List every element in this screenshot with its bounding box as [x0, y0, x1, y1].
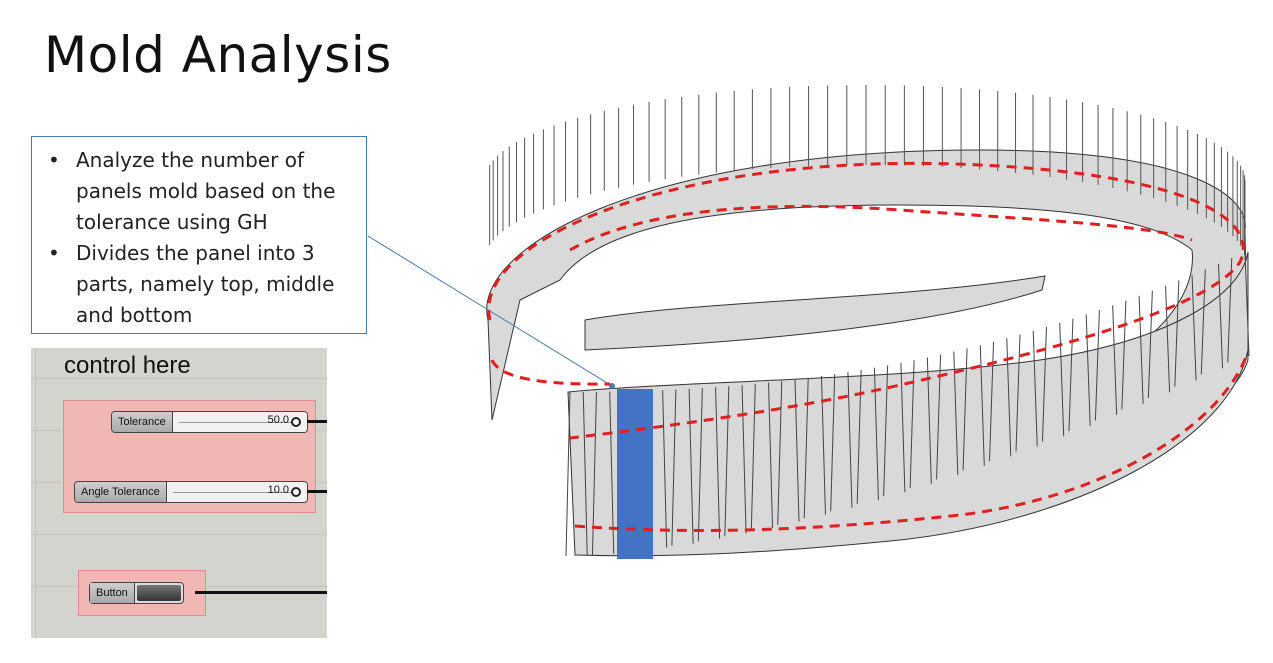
panel-edge — [1138, 295, 1144, 404]
panel-edge — [1094, 309, 1100, 421]
panel-edge — [671, 389, 677, 546]
panel-edge — [741, 385, 747, 534]
panel-edge — [1041, 326, 1047, 442]
panel-edge — [724, 386, 730, 537]
button-wire — [195, 591, 327, 594]
panel-edge — [688, 388, 694, 544]
control-label: control here — [64, 352, 191, 379]
panel-edge — [697, 388, 703, 542]
panel-edge — [830, 374, 836, 512]
angle-tolerance-slider-label: Angle Tolerance — [75, 482, 167, 502]
panel-edge — [582, 391, 588, 556]
panel-edge — [803, 377, 809, 519]
angle-tolerance-wire — [307, 490, 327, 493]
bullet-analyze: Analyze the number of panels mold based … — [42, 145, 356, 238]
panel-edge — [1121, 300, 1127, 410]
ring-tail-strip — [584, 275, 1046, 351]
angle-tolerance-slider-track[interactable]: 10.0 — [166, 482, 307, 502]
page-title: Mold Analysis — [44, 26, 392, 84]
lower-dashed-line — [490, 359, 611, 386]
panel-edge — [847, 372, 853, 508]
gh-button-label: Button — [90, 583, 135, 603]
gh-button-pad[interactable] — [136, 585, 181, 601]
panel-edge — [1147, 290, 1153, 399]
notes-box: Analyze the number of panels mold based … — [31, 136, 367, 334]
panel-edge — [820, 376, 826, 515]
highlighted-panel — [617, 389, 653, 559]
tolerance-value: 50.0 — [267, 414, 289, 426]
gh-button[interactable]: Button — [89, 582, 184, 604]
panel-strips — [486, 85, 1250, 557]
panel-edge — [900, 362, 906, 493]
tolerance-slider-label: Tolerance — [112, 412, 173, 432]
panel-edge — [1244, 251, 1250, 357]
bullet-divide: Divides the panel into 3 parts, namely t… — [42, 238, 356, 331]
panel-edge — [777, 381, 783, 525]
panel-edge — [768, 382, 774, 528]
angle-tolerance-value: 10.0 — [267, 484, 289, 496]
tolerance-slider[interactable]: Tolerance 50.0 — [111, 411, 308, 433]
panel-edge — [1032, 330, 1038, 447]
dashed-division-lines — [487, 161, 1250, 532]
panel-edge — [1015, 334, 1021, 452]
panel-edge — [1112, 305, 1118, 415]
panel-edge — [883, 365, 889, 497]
panel-edge — [662, 390, 668, 548]
upper-back-dashed-line — [569, 204, 1193, 252]
panel-edge — [1227, 257, 1233, 363]
panel-edge — [750, 383, 756, 531]
panel-edge — [565, 391, 571, 557]
panel-edge — [1200, 269, 1206, 375]
tolerance-slider-track[interactable]: 50.0 — [172, 412, 307, 432]
tolerance-wire — [307, 420, 327, 423]
ring-front-band — [567, 251, 1249, 557]
grasshopper-canvas[interactable]: control here Tolerance 50.0 Angle Tolera… — [31, 348, 327, 638]
panel-edge — [1174, 280, 1180, 387]
panel-edge — [794, 379, 800, 522]
panel-edge — [1068, 318, 1074, 432]
panel-edge — [1059, 322, 1065, 437]
panel-edge — [1085, 314, 1091, 426]
panel-edge — [979, 345, 985, 466]
angle-tolerance-knob-icon[interactable] — [291, 487, 301, 497]
panel-edge — [1165, 285, 1171, 393]
panel-edge — [1191, 275, 1197, 381]
leader-end-dot — [609, 383, 615, 389]
panel-edge — [715, 387, 721, 539]
angle-tolerance-slider[interactable]: Angle Tolerance 10.0 — [74, 481, 308, 503]
tolerance-knob-icon[interactable] — [291, 417, 301, 427]
panel-edge — [962, 348, 968, 471]
